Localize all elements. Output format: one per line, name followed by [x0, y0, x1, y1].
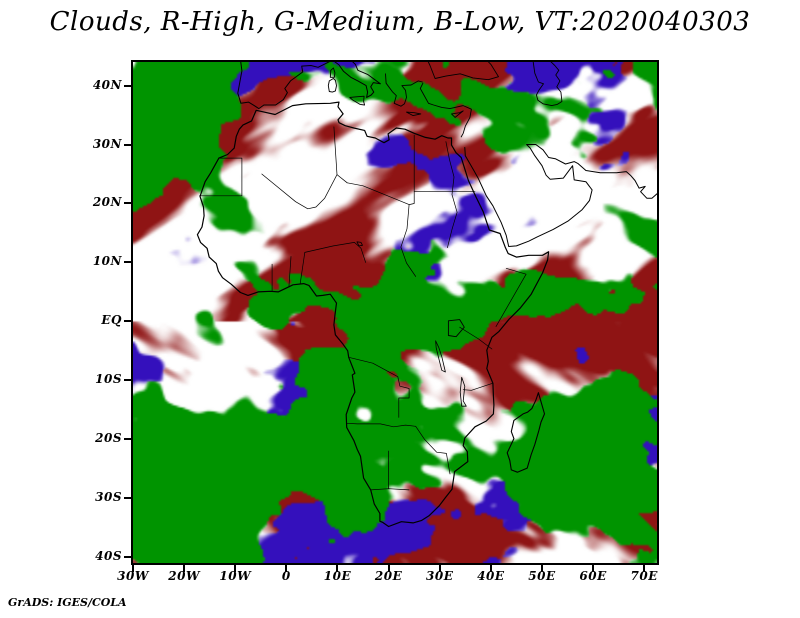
y-tick-label: 20N [92, 195, 122, 210]
lake-malawi-outline [459, 376, 467, 407]
corsica-coastline [329, 67, 336, 78]
x-tick [387, 565, 390, 572]
country-border [299, 252, 306, 284]
y-tick [124, 261, 131, 264]
y-tick [124, 556, 131, 559]
nile-river [445, 141, 458, 249]
x-tick-label: 50E [528, 569, 556, 583]
chart-title: Clouds, R-High, G-Medium, B-Low, VT:2020… [49, 7, 751, 37]
x-tick [540, 565, 543, 572]
sardinia-coastline [327, 78, 337, 93]
lake-tanganyika-outline [435, 340, 446, 373]
x-tick-label: 20E [374, 569, 403, 583]
country-border [370, 488, 410, 491]
country-border [462, 382, 494, 391]
lake-chad-outline [356, 241, 363, 247]
x-tick-label: 40E [477, 569, 505, 583]
y-tick [124, 202, 131, 205]
y-tick [124, 320, 131, 323]
y-tick [124, 379, 131, 382]
x-tick [132, 565, 134, 572]
italy-coastline [334, 62, 381, 98]
sicily-coastline [349, 95, 366, 106]
y-tick [124, 497, 131, 500]
y-tick-label: 40N [92, 77, 122, 92]
country-border [346, 422, 417, 428]
iberia-coastline [237, 62, 330, 110]
country-border [346, 134, 415, 205]
x-tick [438, 565, 441, 572]
x-tick [285, 565, 288, 572]
x-tick-label: 20W [168, 569, 200, 583]
greece-coastline [385, 73, 423, 107]
lake-victoria-outline [447, 319, 465, 338]
country-border [495, 267, 527, 327]
x-tick-label: 30W [117, 569, 149, 583]
x-tick-label: 0 [281, 569, 291, 583]
country-border [348, 356, 410, 418]
y-tick [124, 143, 131, 146]
x-tick [592, 565, 595, 572]
y-tick-label: 30N [92, 136, 122, 151]
y-tick [124, 84, 131, 87]
cloud-field-canvas [133, 62, 657, 563]
madagascar-coastline [506, 392, 546, 473]
turkey-levant-coastline [419, 82, 472, 138]
black-sea-coastline [427, 62, 499, 81]
country-border [288, 256, 292, 288]
country-border [261, 173, 338, 210]
country-border [199, 157, 243, 197]
y-tick [124, 438, 131, 441]
x-tick [234, 565, 237, 572]
map-plot-area [131, 60, 659, 565]
country-border [415, 425, 451, 475]
crete-coastline [406, 111, 422, 117]
coastline-overlay [196, 62, 657, 528]
y-tick-label: 30S [95, 490, 122, 505]
x-tick [336, 565, 339, 572]
x-tick [643, 565, 646, 572]
y-tick-label: EQ [101, 313, 122, 328]
grads-attribution: GrADS: IGES/COLA [8, 596, 127, 609]
y-tick-label: 40S [95, 549, 122, 564]
arabia-asia-coastline [464, 144, 657, 247]
country-border [400, 204, 417, 277]
x-tick-label: 60E [579, 569, 607, 583]
africa-coastline [196, 101, 550, 528]
x-tick [183, 565, 186, 572]
caspian-sea-coastline [532, 62, 563, 107]
cyprus-coastline [451, 110, 464, 118]
x-tick-label: 70E [630, 569, 658, 583]
country-border [304, 242, 366, 263]
x-tick-label: 10E [323, 569, 352, 583]
country-border [333, 126, 348, 184]
y-tick-label: 10S [95, 372, 122, 387]
y-tick-label: 20S [95, 431, 122, 446]
x-tick-label: 30E [426, 569, 454, 583]
x-tick [489, 565, 492, 572]
x-tick-label: 10W [219, 569, 252, 583]
country-border [459, 326, 493, 350]
y-tick-label: 10N [92, 254, 122, 269]
